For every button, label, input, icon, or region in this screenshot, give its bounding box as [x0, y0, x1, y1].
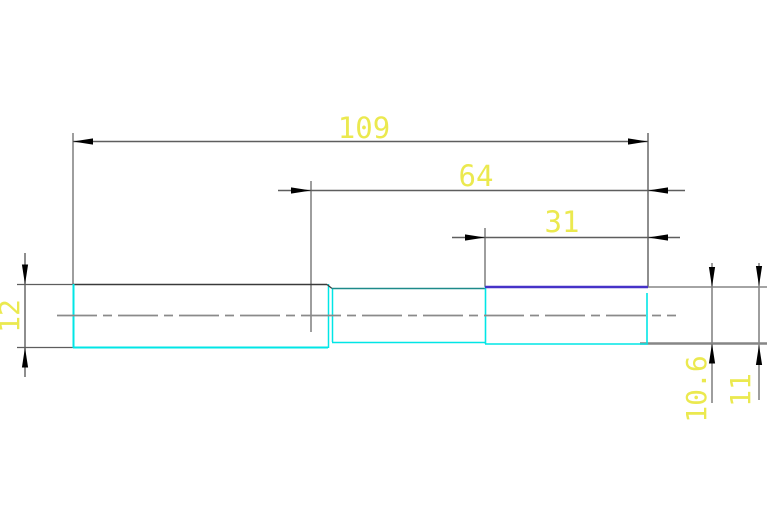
dim-12-text: 12	[0, 299, 26, 333]
dim-64-arrow-right	[648, 187, 668, 194]
dim-11-text: 11	[724, 373, 757, 407]
dim-31-arrow-left	[465, 234, 485, 241]
dim-109-text: 109	[338, 111, 390, 145]
dim-11-arrow-top	[755, 266, 763, 286]
dim-10p6-text: 10.6	[680, 355, 713, 422]
dim-10p6-arrow-top	[708, 267, 716, 287]
dim-12-arrow-top	[21, 264, 29, 285]
dim-109-arrow-right	[628, 138, 648, 145]
dim-31-text: 31	[545, 205, 580, 239]
dim-10p6-arrow-bottom	[708, 343, 716, 364]
dim-31-arrow-right	[648, 234, 668, 241]
dim-12-arrow-bottom	[21, 347, 29, 368]
dim-11-arrow-bottom	[755, 345, 763, 365]
dim-64-arrow-left	[291, 187, 311, 194]
dim-64-text: 64	[459, 159, 494, 193]
dim-109-arrow-left	[73, 138, 93, 145]
shaft-step-chamfer	[326, 284, 333, 289]
